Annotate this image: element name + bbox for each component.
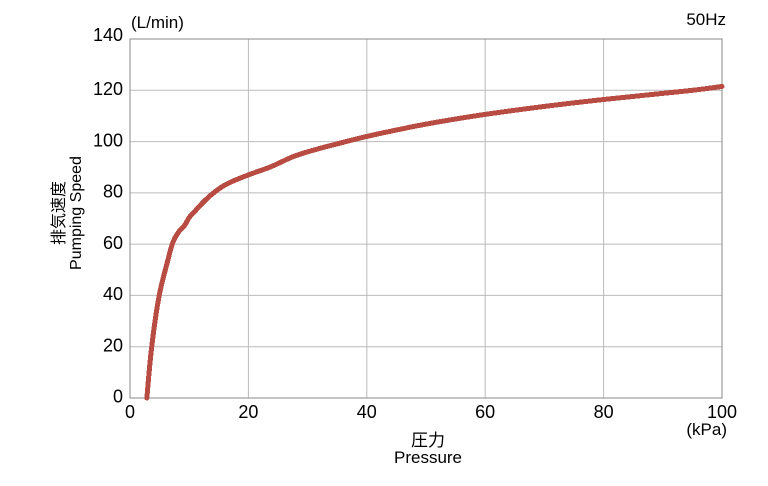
svg-text:40: 40	[103, 284, 123, 304]
svg-text:120: 120	[93, 79, 123, 99]
svg-text:100: 100	[707, 402, 737, 422]
svg-text:20: 20	[103, 335, 123, 355]
svg-text:100: 100	[93, 130, 123, 150]
svg-text:排気速度: 排気速度	[50, 181, 68, 245]
svg-text:80: 80	[594, 402, 614, 422]
svg-text:40: 40	[357, 402, 377, 422]
svg-text:(kPa): (kPa)	[686, 420, 727, 439]
svg-text:0: 0	[125, 402, 135, 422]
svg-text:60: 60	[475, 402, 495, 422]
svg-text:Pumping Speed: Pumping Speed	[68, 156, 85, 270]
svg-text:80: 80	[103, 182, 123, 202]
svg-text:(L/min): (L/min)	[131, 13, 184, 32]
svg-text:Pressure: Pressure	[394, 448, 462, 467]
svg-text:20: 20	[238, 402, 258, 422]
svg-text:0: 0	[113, 387, 123, 407]
svg-text:50Hz: 50Hz	[686, 10, 726, 29]
svg-text:140: 140	[93, 25, 123, 45]
svg-text:60: 60	[103, 233, 123, 253]
